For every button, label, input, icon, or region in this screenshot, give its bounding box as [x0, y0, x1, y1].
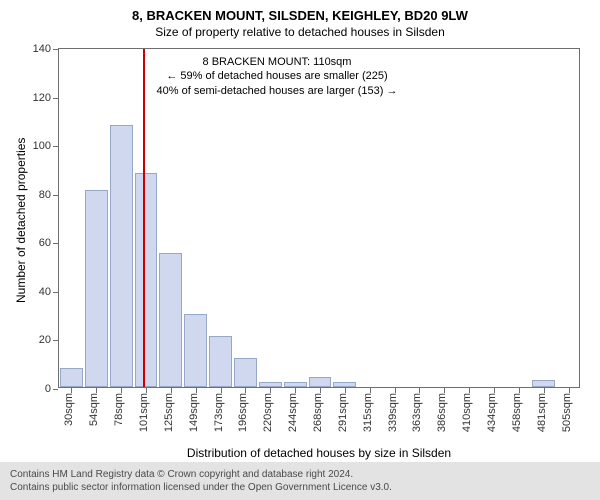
histogram-bar: [532, 380, 555, 387]
footer: Contains HM Land Registry data © Crown c…: [0, 462, 600, 500]
reference-line: [143, 49, 145, 387]
y-tick-label: 140: [33, 43, 59, 55]
x-tick-label: 505sqm: [561, 393, 573, 432]
histogram-bar: [284, 382, 307, 387]
histogram-bar: [259, 382, 282, 387]
x-tick-label: 268sqm: [312, 393, 324, 432]
x-tick-label: 30sqm: [63, 393, 75, 426]
x-tick-label: 363sqm: [411, 393, 423, 432]
x-tick-label: 386sqm: [436, 393, 448, 432]
y-tick-label: 100: [33, 140, 59, 152]
x-tick-label: 291sqm: [337, 393, 349, 432]
histogram-bar: [110, 125, 133, 387]
histogram-bar: [60, 368, 83, 387]
y-axis-label: Number of detached properties: [14, 138, 28, 303]
x-axis-label: Distribution of detached houses by size …: [58, 446, 580, 460]
histogram-bar: [85, 190, 108, 387]
x-tick-label: 149sqm: [188, 393, 200, 432]
histogram-bar: [184, 314, 207, 387]
chart-subtitle: Size of property relative to detached ho…: [0, 25, 600, 39]
chart-title: 8, BRACKEN MOUNT, SILSDEN, KEIGHLEY, BD2…: [0, 8, 600, 23]
x-tick-label: 125sqm: [163, 393, 175, 432]
histogram-bar: [309, 377, 332, 387]
x-tick-label: 173sqm: [213, 393, 225, 432]
x-tick-label: 434sqm: [486, 393, 498, 432]
y-tick-label: 40: [39, 286, 59, 298]
y-tick-label: 120: [33, 92, 59, 104]
plot-area: 8 BRACKEN MOUNT: 110sqm ← 59% of detache…: [58, 48, 580, 388]
annotation-line: 8 BRACKEN MOUNT: 110sqm: [132, 55, 422, 69]
x-tick-label: 196sqm: [237, 393, 249, 432]
histogram-bar: [159, 253, 182, 387]
annotation-line: 40% of semi-detached houses are larger (…: [132, 84, 422, 98]
histogram-bar: [333, 382, 356, 387]
annotation-box: 8 BRACKEN MOUNT: 110sqm ← 59% of detache…: [132, 55, 422, 98]
y-tick-label: 80: [39, 189, 59, 201]
x-tick-label: 101sqm: [138, 393, 150, 432]
footer-line: Contains public sector information licen…: [10, 481, 590, 494]
x-tick-label: 410sqm: [461, 393, 473, 432]
x-tick-label: 339sqm: [387, 393, 399, 432]
footer-line: Contains HM Land Registry data © Crown c…: [10, 468, 590, 481]
x-tick-label: 54sqm: [88, 393, 100, 426]
x-tick-label: 244sqm: [287, 393, 299, 432]
x-tick-label: 220sqm: [262, 393, 274, 432]
chart-container: 8, BRACKEN MOUNT, SILSDEN, KEIGHLEY, BD2…: [0, 0, 600, 500]
histogram-bar: [135, 173, 158, 387]
histogram-bar: [209, 336, 232, 387]
y-tick-label: 60: [39, 237, 59, 249]
annotation-line: ← 59% of detached houses are smaller (22…: [132, 69, 422, 83]
y-tick-label: 0: [45, 383, 59, 395]
y-tick-label: 20: [39, 334, 59, 346]
x-tick-label: 481sqm: [536, 393, 548, 432]
histogram-bar: [234, 358, 257, 387]
x-tick-label: 78sqm: [113, 393, 125, 426]
x-tick-label: 315sqm: [362, 393, 374, 432]
x-tick-label: 458sqm: [511, 393, 523, 432]
